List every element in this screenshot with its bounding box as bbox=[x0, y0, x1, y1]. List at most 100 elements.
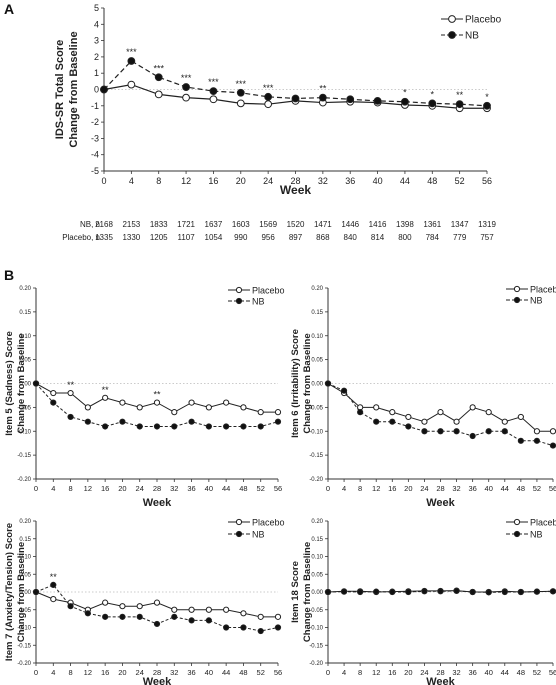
y-tick-label: -0.10 bbox=[17, 626, 31, 632]
significance-marker: *** bbox=[153, 63, 164, 73]
x-tick-label: 20 bbox=[118, 484, 126, 493]
significance-marker: *** bbox=[208, 77, 219, 87]
data-point-nb bbox=[136, 423, 143, 430]
legend-marker-nb bbox=[448, 31, 456, 39]
x-tick-label: 28 bbox=[436, 484, 444, 493]
data-point-nb bbox=[240, 624, 247, 631]
data-point-nb bbox=[67, 413, 74, 421]
x-tick-label: 8 bbox=[358, 484, 362, 493]
legend-label-nb: NB bbox=[252, 297, 265, 307]
x-tick-label: 0 bbox=[326, 484, 330, 493]
significance-marker: *** bbox=[126, 47, 137, 57]
x-tick-label: 4 bbox=[51, 484, 55, 493]
data-point-nb bbox=[346, 95, 355, 104]
legend-label-placebo: Placebo bbox=[252, 286, 285, 296]
x-tick-label: 32 bbox=[452, 668, 460, 677]
x-axis-label: Week bbox=[426, 497, 455, 509]
data-point-nb bbox=[421, 428, 428, 435]
x-tick-label: 20 bbox=[118, 668, 126, 677]
legend-label-placebo: Placebo bbox=[465, 15, 502, 26]
x-tick-label: 0 bbox=[34, 668, 38, 677]
chart-panel-5: -0.20 -0.15 -0.10 -0.05 0.00 0.05 0.10 0.15 0.20… bbox=[290, 518, 556, 685]
data-point-nb bbox=[485, 589, 492, 596]
data-point-nb bbox=[373, 97, 382, 105]
legend-marker-nb bbox=[235, 530, 243, 538]
x-tick-label: 56 bbox=[549, 668, 556, 677]
n-table-cell: 784 bbox=[426, 233, 440, 242]
x-tick-label: 16 bbox=[388, 668, 396, 677]
n-table-cell: 897 bbox=[289, 233, 303, 242]
n-table-cell: 956 bbox=[261, 233, 275, 242]
x-tick-label: 40 bbox=[373, 176, 383, 186]
n-table-row-label: Placebo, n bbox=[62, 233, 100, 242]
data-point-nb bbox=[517, 588, 524, 596]
data-point-placebo bbox=[153, 399, 161, 406]
data-point-placebo bbox=[437, 409, 444, 416]
n-table-cell: 1833 bbox=[150, 220, 168, 229]
x-axis-label: Week bbox=[426, 676, 455, 685]
data-point-nb bbox=[483, 101, 491, 110]
x-tick-label: 4 bbox=[51, 668, 55, 677]
y-axis-label: IDS-SR Total Score bbox=[54, 40, 66, 139]
y-tick-label: 0.10 bbox=[311, 555, 323, 561]
data-point-nb bbox=[136, 613, 143, 620]
data-point-placebo bbox=[240, 404, 247, 411]
y-tick-label: 0.15 bbox=[19, 537, 31, 543]
y-tick-label: -0.05 bbox=[17, 608, 31, 614]
y-axis-label: Item 18 Score bbox=[290, 561, 301, 623]
data-point-nb bbox=[357, 588, 364, 596]
y-tick-label: 0.15 bbox=[19, 310, 31, 316]
data-point-placebo bbox=[50, 596, 57, 603]
y-axis-label: Change from Baseline bbox=[68, 31, 80, 147]
data-point-nb bbox=[373, 588, 380, 595]
y-tick-label: 0.20 bbox=[311, 519, 323, 525]
data-point-nb bbox=[84, 610, 91, 617]
data-point-nb bbox=[549, 588, 556, 595]
data-point-nb bbox=[188, 418, 195, 425]
significance-marker: ** bbox=[102, 385, 110, 395]
data-point-nb bbox=[340, 588, 348, 595]
n-table-cell: 779 bbox=[453, 233, 467, 242]
y-tick-label: 2 bbox=[94, 52, 99, 62]
data-point-nb bbox=[171, 423, 178, 430]
y-tick-label: -0.20 bbox=[17, 477, 31, 483]
data-point-placebo bbox=[205, 404, 212, 411]
x-tick-label: 36 bbox=[187, 668, 195, 677]
y-tick-label: 0.05 bbox=[311, 358, 323, 364]
data-point-nb bbox=[264, 92, 273, 101]
n-table-cell: 1721 bbox=[177, 220, 195, 229]
x-axis-label: Week bbox=[143, 497, 172, 509]
y-axis-label: Change from Baseline bbox=[302, 542, 313, 642]
n-table-cell: 1398 bbox=[396, 220, 414, 229]
x-tick-label: 24 bbox=[136, 668, 144, 677]
x-tick-label: 32 bbox=[318, 176, 328, 186]
x-axis-label: Week bbox=[280, 183, 311, 197]
legend-marker-nb bbox=[235, 297, 243, 305]
data-point-nb bbox=[257, 627, 264, 635]
x-tick-label: 52 bbox=[533, 484, 541, 493]
legend-label-nb: NB bbox=[530, 530, 543, 540]
series-line-nb bbox=[327, 383, 554, 447]
n-table-cell: 2153 bbox=[122, 220, 140, 229]
data-point-nb bbox=[102, 423, 109, 430]
y-tick-label: -0.10 bbox=[17, 429, 31, 435]
x-tick-label: 4 bbox=[342, 484, 346, 493]
y-tick-label: 0.00 bbox=[19, 382, 31, 388]
data-point-nb bbox=[223, 423, 230, 430]
x-tick-label: 4 bbox=[129, 176, 134, 186]
data-point-placebo bbox=[453, 418, 460, 425]
x-tick-label: 8 bbox=[156, 176, 161, 186]
significance-marker: ** bbox=[50, 572, 58, 582]
x-tick-label: 24 bbox=[420, 484, 428, 493]
x-tick-label: 32 bbox=[170, 668, 178, 677]
y-tick-label: 4 bbox=[94, 19, 99, 29]
y-tick-label: 0.15 bbox=[311, 310, 323, 316]
data-point-nb bbox=[501, 588, 508, 596]
legend-marker-placebo bbox=[235, 286, 243, 294]
legend-label-nb: NB bbox=[252, 530, 265, 540]
data-point-placebo bbox=[469, 404, 476, 411]
data-point-nb bbox=[205, 423, 212, 430]
data-point-placebo bbox=[127, 80, 136, 89]
data-point-nb bbox=[533, 588, 541, 595]
